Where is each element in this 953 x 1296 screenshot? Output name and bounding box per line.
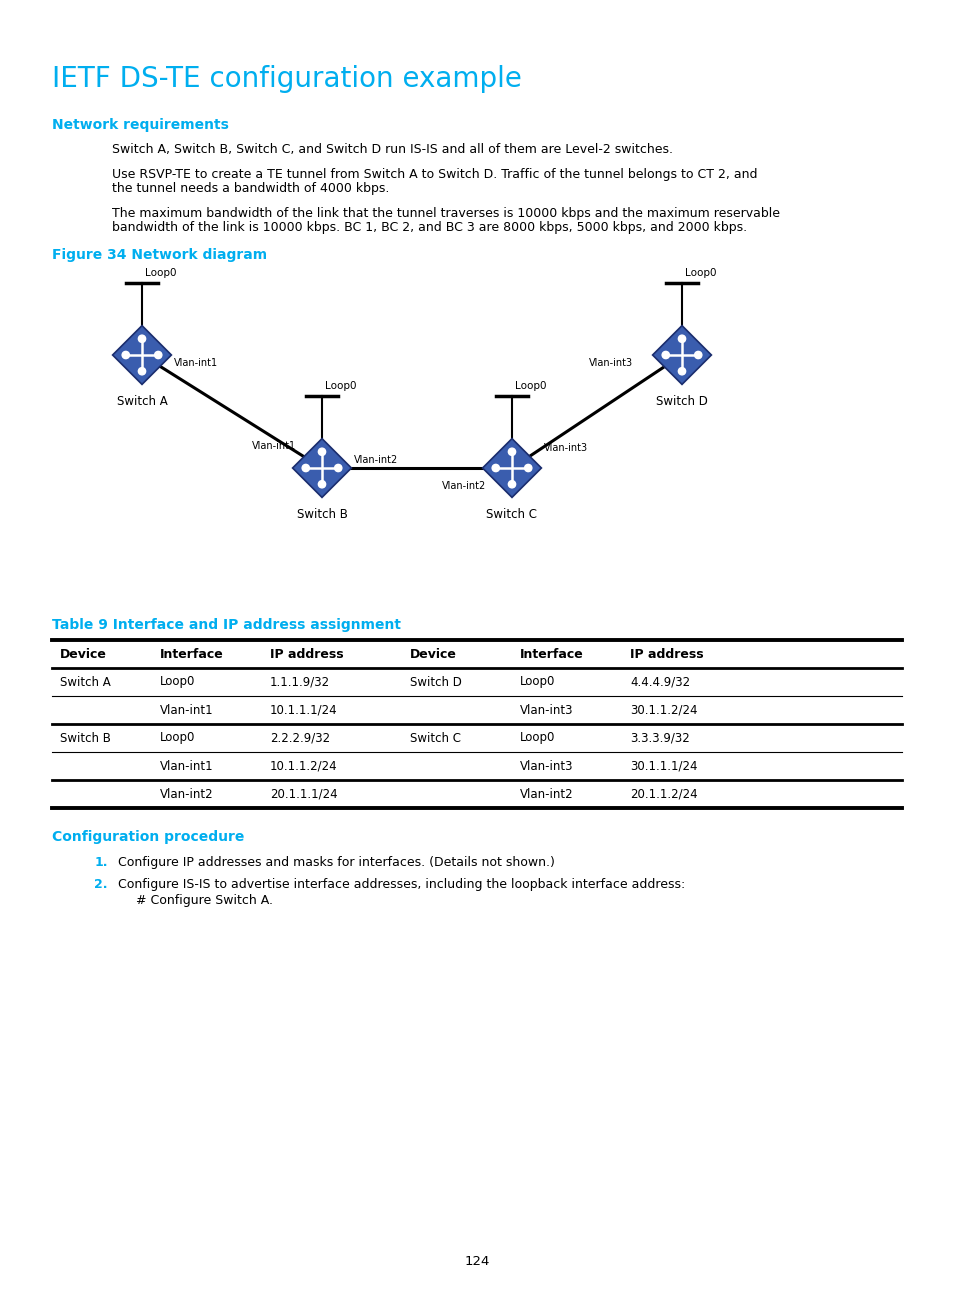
Polygon shape (112, 325, 172, 385)
Text: Network requirements: Network requirements (52, 118, 229, 132)
Text: bandwidth of the link is 10000 kbps. BC 1, BC 2, and BC 3 are 8000 kbps, 5000 kb: bandwidth of the link is 10000 kbps. BC … (112, 222, 746, 235)
Text: 2.2.2.9/32: 2.2.2.9/32 (270, 731, 330, 744)
Text: 124: 124 (464, 1255, 489, 1267)
Circle shape (524, 464, 532, 472)
Text: 3.3.3.9/32: 3.3.3.9/32 (629, 731, 689, 744)
Circle shape (694, 351, 701, 359)
Circle shape (678, 336, 685, 342)
Text: Vlan-int3: Vlan-int3 (519, 704, 573, 717)
Circle shape (661, 351, 669, 359)
Text: Loop0: Loop0 (515, 381, 546, 391)
Text: Vlan-int3: Vlan-int3 (519, 759, 573, 772)
Circle shape (302, 464, 309, 472)
Polygon shape (293, 438, 351, 498)
Text: Vlan-int1: Vlan-int1 (160, 704, 213, 717)
Text: Switch B: Switch B (296, 508, 347, 521)
Text: Vlan-int2: Vlan-int2 (441, 481, 486, 491)
Text: 10.1.1.1/24: 10.1.1.1/24 (270, 704, 337, 717)
Text: Table 9 Interface and IP address assignment: Table 9 Interface and IP address assignm… (52, 618, 400, 632)
Text: The maximum bandwidth of the link that the tunnel traverses is 10000 kbps and th: The maximum bandwidth of the link that t… (112, 207, 780, 220)
Text: Use RSVP-TE to create a TE tunnel from Switch A to Switch D. Traffic of the tunn: Use RSVP-TE to create a TE tunnel from S… (112, 168, 757, 181)
Text: Switch B: Switch B (60, 731, 111, 744)
Circle shape (318, 448, 325, 455)
Text: Device: Device (60, 648, 107, 661)
Text: 20.1.1.2/24: 20.1.1.2/24 (629, 788, 697, 801)
Text: 10.1.1.2/24: 10.1.1.2/24 (270, 759, 337, 772)
Text: Switch C: Switch C (486, 508, 537, 521)
Text: IP address: IP address (270, 648, 343, 661)
Text: Configure IP addresses and masks for interfaces. (Details not shown.): Configure IP addresses and masks for int… (118, 855, 555, 870)
Circle shape (318, 481, 325, 487)
Text: Switch A: Switch A (116, 395, 167, 408)
Circle shape (138, 336, 146, 342)
Text: Vlan-int2: Vlan-int2 (160, 788, 213, 801)
Text: Vlan-int1: Vlan-int1 (252, 441, 295, 451)
Text: 30.1.1.1/24: 30.1.1.1/24 (629, 759, 697, 772)
Text: Configure IS-IS to advertise interface addresses, including the loopback interfa: Configure IS-IS to advertise interface a… (118, 877, 684, 892)
Polygon shape (652, 325, 711, 385)
Text: 1.1.1.9/32: 1.1.1.9/32 (270, 675, 330, 688)
Text: 2.: 2. (94, 877, 108, 892)
Text: Loop0: Loop0 (519, 731, 555, 744)
Text: # Configure Switch A.: # Configure Switch A. (136, 894, 273, 907)
Circle shape (154, 351, 162, 359)
Text: 1.: 1. (94, 855, 108, 870)
Text: Configuration procedure: Configuration procedure (52, 829, 244, 844)
Text: Switch A: Switch A (60, 675, 111, 688)
Text: Vlan-int2: Vlan-int2 (354, 455, 397, 465)
Text: Loop0: Loop0 (145, 268, 176, 277)
Text: Loop0: Loop0 (325, 381, 356, 391)
Text: Figure 34 Network diagram: Figure 34 Network diagram (52, 248, 267, 262)
Text: Vlan-int3: Vlan-int3 (588, 358, 633, 368)
Polygon shape (482, 438, 541, 498)
Text: the tunnel needs a bandwidth of 4000 kbps.: the tunnel needs a bandwidth of 4000 kbp… (112, 181, 389, 194)
Text: Loop0: Loop0 (160, 675, 195, 688)
Text: Interface: Interface (160, 648, 224, 661)
Circle shape (335, 464, 341, 472)
Circle shape (508, 448, 516, 455)
Text: Switch A, Switch B, Switch C, and Switch D run IS-IS and all of them are Level-2: Switch A, Switch B, Switch C, and Switch… (112, 143, 672, 156)
Text: Loop0: Loop0 (160, 731, 195, 744)
Text: Switch D: Switch D (410, 675, 461, 688)
Circle shape (492, 464, 498, 472)
Text: Switch D: Switch D (656, 395, 707, 408)
Text: Vlan-int1: Vlan-int1 (160, 759, 213, 772)
Text: Loop0: Loop0 (684, 268, 716, 277)
Circle shape (138, 368, 146, 375)
Text: 30.1.1.2/24: 30.1.1.2/24 (629, 704, 697, 717)
Text: Vlan-int3: Vlan-int3 (543, 443, 587, 454)
Text: Vlan-int1: Vlan-int1 (173, 358, 218, 368)
Text: Interface: Interface (519, 648, 583, 661)
Circle shape (122, 351, 130, 359)
Text: Switch C: Switch C (410, 731, 460, 744)
Text: Device: Device (410, 648, 456, 661)
Text: 20.1.1.1/24: 20.1.1.1/24 (270, 788, 337, 801)
Circle shape (508, 481, 516, 487)
Text: Loop0: Loop0 (519, 675, 555, 688)
Circle shape (678, 368, 685, 375)
Text: IP address: IP address (629, 648, 703, 661)
Text: 4.4.4.9/32: 4.4.4.9/32 (629, 675, 689, 688)
Text: Vlan-int2: Vlan-int2 (519, 788, 573, 801)
Text: IETF DS-TE configuration example: IETF DS-TE configuration example (52, 65, 521, 93)
